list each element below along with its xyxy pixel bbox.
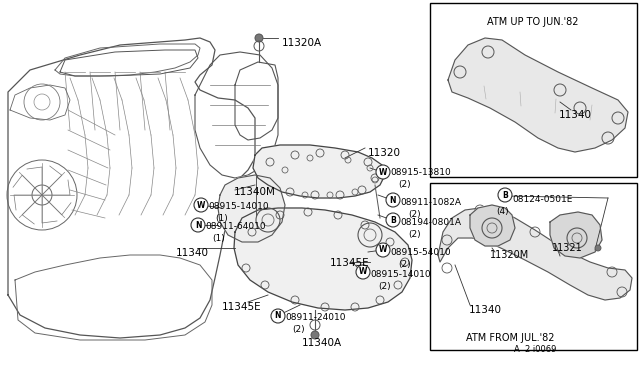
Polygon shape bbox=[253, 145, 385, 198]
Text: W: W bbox=[379, 246, 387, 254]
Circle shape bbox=[194, 198, 208, 212]
Text: (2): (2) bbox=[398, 180, 411, 189]
Circle shape bbox=[191, 218, 205, 232]
Text: 11340: 11340 bbox=[469, 305, 502, 315]
Text: 08911-1082A: 08911-1082A bbox=[400, 198, 461, 207]
Text: 11340A: 11340A bbox=[302, 338, 342, 348]
Polygon shape bbox=[470, 205, 515, 246]
Text: 08915-14010: 08915-14010 bbox=[370, 270, 431, 279]
Text: (2): (2) bbox=[408, 230, 420, 239]
Text: (1): (1) bbox=[215, 214, 228, 223]
Circle shape bbox=[376, 243, 390, 257]
Text: A  2 i0069: A 2 i0069 bbox=[514, 345, 556, 354]
Text: 08194-0801A: 08194-0801A bbox=[400, 218, 461, 227]
Circle shape bbox=[386, 213, 400, 227]
Polygon shape bbox=[438, 208, 632, 300]
Text: 11320: 11320 bbox=[368, 148, 401, 158]
Text: (2): (2) bbox=[292, 325, 305, 334]
Circle shape bbox=[595, 245, 601, 251]
Text: (4): (4) bbox=[496, 207, 509, 216]
Bar bbox=[430, 183, 637, 350]
Text: (2): (2) bbox=[378, 282, 390, 291]
Text: 08124-0501E: 08124-0501E bbox=[512, 195, 572, 204]
Circle shape bbox=[271, 309, 285, 323]
Polygon shape bbox=[550, 212, 602, 258]
Text: B: B bbox=[390, 215, 396, 224]
Text: ATM FROM JUL.'82: ATM FROM JUL.'82 bbox=[466, 333, 554, 343]
Text: 11340M: 11340M bbox=[234, 187, 276, 197]
Text: 11320A: 11320A bbox=[282, 38, 322, 48]
Circle shape bbox=[311, 331, 319, 339]
Text: 11321: 11321 bbox=[552, 243, 583, 253]
Text: N: N bbox=[195, 221, 201, 230]
Text: W: W bbox=[359, 267, 367, 276]
Polygon shape bbox=[448, 38, 628, 152]
Circle shape bbox=[376, 165, 390, 179]
Circle shape bbox=[498, 188, 512, 202]
Text: (2): (2) bbox=[398, 260, 411, 269]
Text: 08915-13810: 08915-13810 bbox=[390, 168, 451, 177]
Circle shape bbox=[386, 193, 400, 207]
Text: W: W bbox=[379, 167, 387, 176]
Text: 08915-14010: 08915-14010 bbox=[208, 202, 269, 211]
Polygon shape bbox=[218, 175, 285, 242]
Text: B: B bbox=[502, 190, 508, 199]
Text: 08915-54010: 08915-54010 bbox=[390, 248, 451, 257]
Text: 08911-64010: 08911-64010 bbox=[205, 222, 266, 231]
Text: 11345E: 11345E bbox=[222, 302, 262, 312]
Text: W: W bbox=[197, 201, 205, 209]
Circle shape bbox=[255, 34, 263, 42]
Text: 11340: 11340 bbox=[176, 248, 209, 258]
Bar bbox=[430, 3, 637, 177]
Polygon shape bbox=[234, 208, 412, 310]
Text: N: N bbox=[275, 311, 281, 321]
Circle shape bbox=[356, 265, 370, 279]
Text: (2): (2) bbox=[408, 210, 420, 219]
Text: 11340: 11340 bbox=[559, 110, 591, 120]
Text: 08911-24010: 08911-24010 bbox=[285, 313, 346, 322]
Text: ATM UP TO JUN.'82: ATM UP TO JUN.'82 bbox=[487, 17, 579, 27]
Text: (1): (1) bbox=[212, 234, 225, 243]
Text: 11320M: 11320M bbox=[490, 250, 529, 260]
Text: N: N bbox=[390, 196, 396, 205]
Text: 11345E: 11345E bbox=[330, 258, 370, 268]
